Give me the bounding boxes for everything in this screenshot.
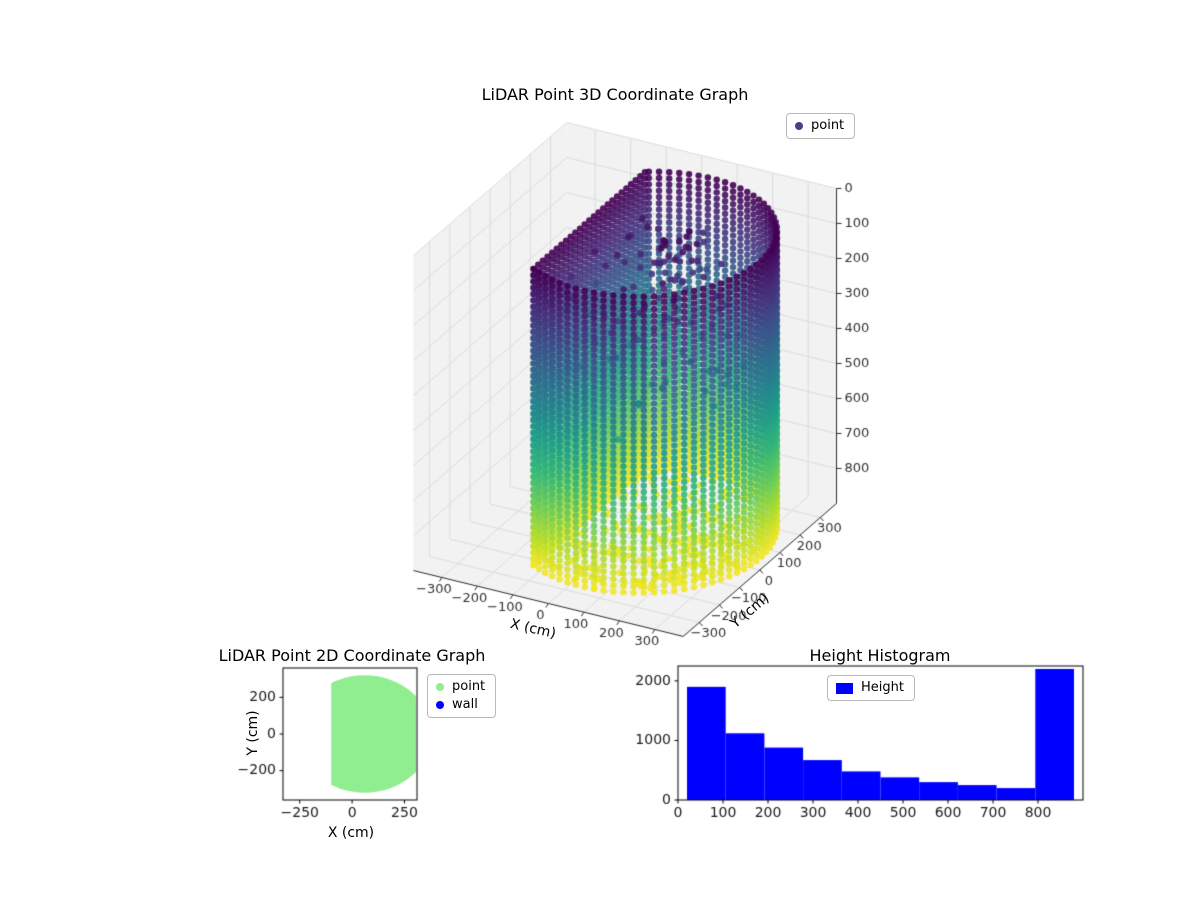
legend-label: Height bbox=[861, 680, 904, 695]
legend-label: point bbox=[452, 679, 486, 694]
wall-marker-icon bbox=[436, 701, 444, 709]
height-bar-marker-icon bbox=[836, 682, 853, 694]
legend-item-wall: wall bbox=[436, 698, 485, 712]
legend-histogram: Height bbox=[827, 675, 915, 701]
point-marker-icon bbox=[436, 683, 444, 691]
title-3d-plot: LiDAR Point 3D Coordinate Graph bbox=[481, 85, 749, 104]
legend-label: wall bbox=[452, 697, 478, 712]
title-2d-plot: LiDAR Point 2D Coordinate Graph bbox=[218, 646, 486, 665]
legend-item-point: point bbox=[436, 680, 485, 694]
legend-label: point bbox=[811, 118, 845, 133]
legend-item-point: point bbox=[795, 119, 844, 133]
point-marker-icon bbox=[795, 122, 803, 130]
xlabel-2d: X (cm) bbox=[327, 825, 375, 841]
legend-item-height: Height bbox=[836, 681, 904, 695]
legend-2d: point wall bbox=[427, 674, 497, 718]
legend-3d: point bbox=[786, 113, 856, 139]
title-histogram: Height Histogram bbox=[809, 646, 951, 665]
ylabel-2d: Y (cm) bbox=[245, 710, 261, 756]
